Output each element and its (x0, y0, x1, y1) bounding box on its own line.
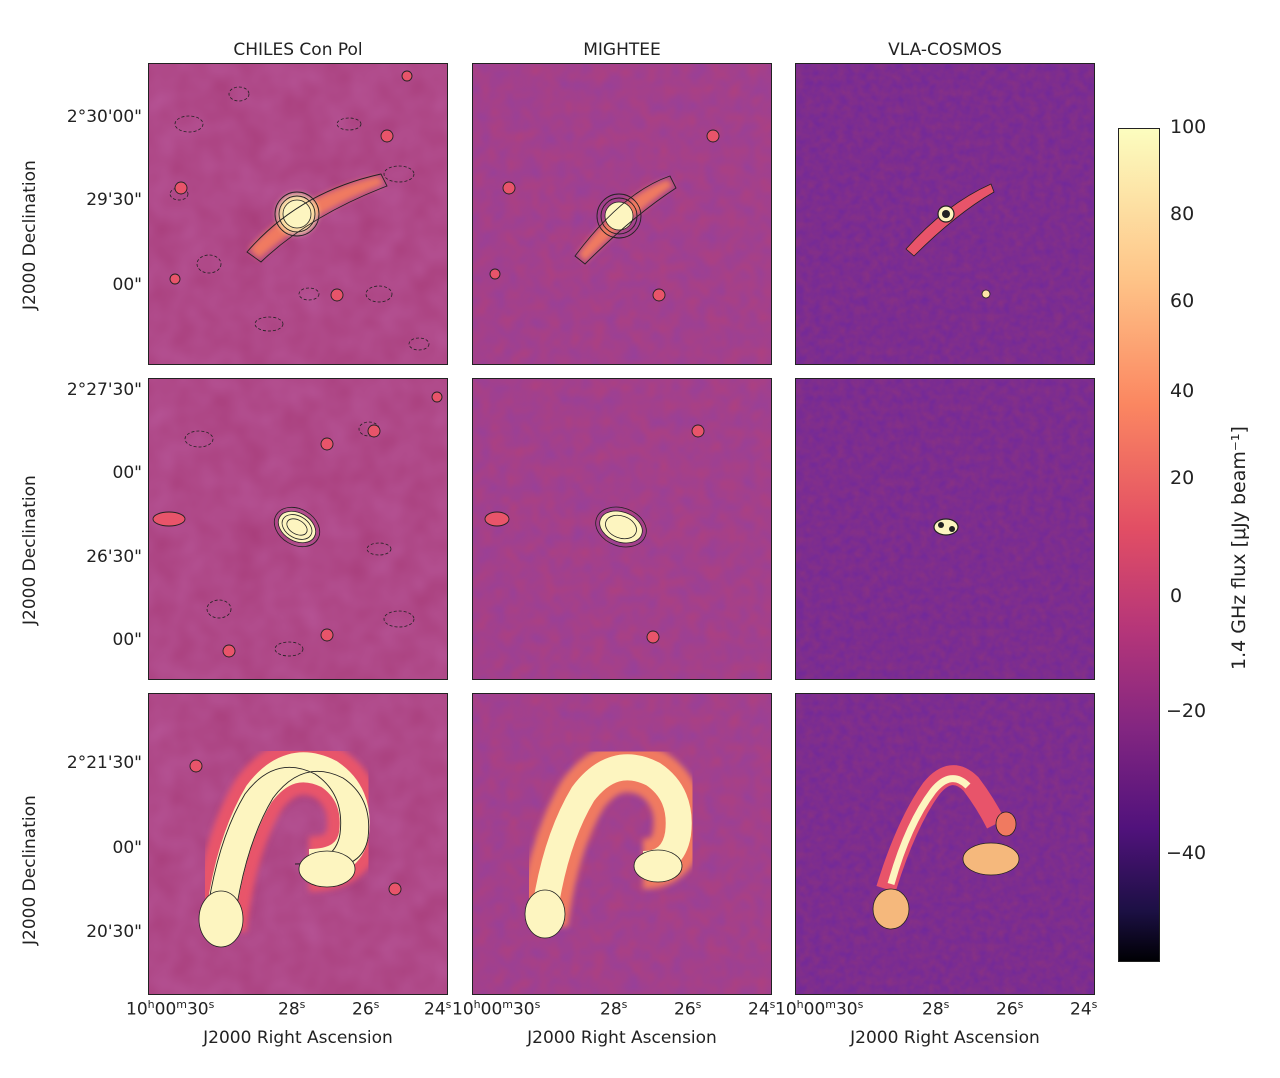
xtick-c3-0: 10h00m30s (775, 998, 864, 1020)
xtick-c2-1: 28s (600, 998, 628, 1020)
cbar-tick-80: 80 (1170, 203, 1195, 225)
xtick-c2-2: 26s (674, 998, 702, 1020)
xlabel-c3: J2000 Right Ascension (850, 1028, 1040, 1048)
cbar-tick-neg20: −20 (1166, 700, 1207, 722)
ytick-r1-1: 29'30" (86, 190, 142, 210)
ytick-r2-3: 00" (112, 630, 142, 650)
cbar-tick-40: 40 (1170, 380, 1195, 402)
xtick-c2-3: 24s (748, 998, 776, 1020)
ytick-r2-2: 26'30" (86, 547, 142, 567)
ytick-r2-0: 2°27'30" (66, 380, 142, 400)
ytick-r3-1: 00" (112, 838, 142, 858)
xtick-c3-2: 26s (996, 998, 1024, 1020)
column-title-chiles: CHILES Con Pol (233, 40, 363, 60)
panel-vla-row3 (795, 693, 1095, 995)
ytick-r1-2: 00" (112, 275, 142, 295)
cbar-tick-60: 60 (1170, 290, 1195, 312)
cbar-tick-20: 20 (1170, 467, 1195, 489)
xlabel-c1: J2000 Right Ascension (203, 1028, 393, 1048)
xlabel-c2: J2000 Right Ascension (527, 1028, 717, 1048)
column-title-mightee: MIGHTEE (583, 40, 661, 60)
panel-mightee-row3 (472, 693, 772, 995)
xtick-c1-0: 10h00m30s (126, 998, 215, 1020)
xtick-c1-3: 24s (424, 998, 452, 1020)
ytick-r3-2: 20'30" (86, 922, 142, 942)
panel-vla-row2 (795, 378, 1095, 680)
colorbar-label: 1.4 GHz flux [μJy beam⁻¹] (1228, 426, 1250, 670)
panel-chiles-row2 (148, 378, 448, 680)
panel-chiles-row1 (148, 63, 448, 365)
panel-chiles-row3 (148, 693, 448, 995)
column-title-vla-cosmos: VLA-COSMOS (888, 40, 1002, 60)
xtick-c1-1: 28s (278, 998, 306, 1020)
panel-vla-row1 (795, 63, 1095, 365)
cbar-tick-neg40: −40 (1166, 842, 1207, 864)
panel-mightee-row2 (472, 378, 772, 680)
cbar-tick-100: 100 (1170, 116, 1207, 138)
xtick-c3-3: 24s (1070, 998, 1098, 1020)
ytick-r1-0: 2°30'00" (66, 107, 142, 127)
ytick-r3-0: 2°21'30" (66, 753, 142, 773)
cbar-tick-0: 0 (1170, 585, 1183, 607)
xtick-c2-0: 10h00m30s (452, 998, 541, 1020)
colorbar (1118, 128, 1160, 962)
panel-mightee-row1 (472, 63, 772, 365)
xtick-c3-1: 28s (922, 998, 950, 1020)
xtick-c1-2: 26s (352, 998, 380, 1020)
ytick-r2-1: 00" (112, 463, 142, 483)
